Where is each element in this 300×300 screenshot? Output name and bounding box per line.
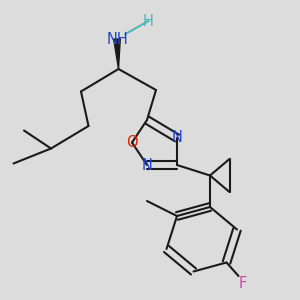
Text: N: N bbox=[142, 158, 152, 172]
Text: H: H bbox=[143, 14, 154, 28]
Polygon shape bbox=[114, 39, 120, 69]
Text: NH: NH bbox=[106, 32, 128, 46]
Text: F: F bbox=[239, 276, 247, 291]
Text: N: N bbox=[172, 130, 182, 146]
Text: O: O bbox=[126, 135, 138, 150]
